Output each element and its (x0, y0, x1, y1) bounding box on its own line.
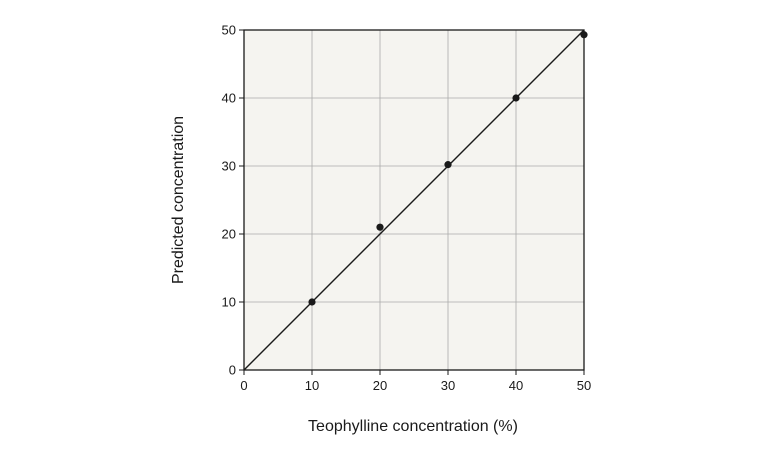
plot-frame (243, 29, 585, 371)
x-tick-label: 50 (577, 378, 591, 393)
y-tick-label: 40 (222, 91, 236, 106)
y-tick-label: 20 (222, 227, 236, 242)
y-tick-label: 0 (229, 363, 236, 378)
data-point-5 (580, 31, 588, 39)
x-tick-label: 40 (509, 378, 523, 393)
x-tick-label: 0 (240, 378, 247, 393)
data-point-3 (444, 161, 452, 169)
x-tick-label: 10 (305, 378, 319, 393)
y-tick-label: 50 (222, 23, 236, 38)
y-tick-label: 30 (222, 159, 236, 174)
fit-line (243, 29, 585, 371)
y-axis-label: Predicted concentration (170, 116, 187, 284)
x-tick-label: 20 (373, 378, 387, 393)
data-point-4 (512, 94, 520, 102)
tick-layer: 0 10 20 30 40 50 0 10 20 30 40 50 (222, 23, 592, 394)
data-point-1 (308, 298, 316, 306)
data-point-2 (376, 223, 384, 231)
y-tick-label: 10 (222, 295, 236, 310)
x-axis-label: Teophylline concentration (%) (308, 418, 518, 435)
plot-layer (243, 29, 588, 371)
x-tick-label: 30 (441, 378, 455, 393)
